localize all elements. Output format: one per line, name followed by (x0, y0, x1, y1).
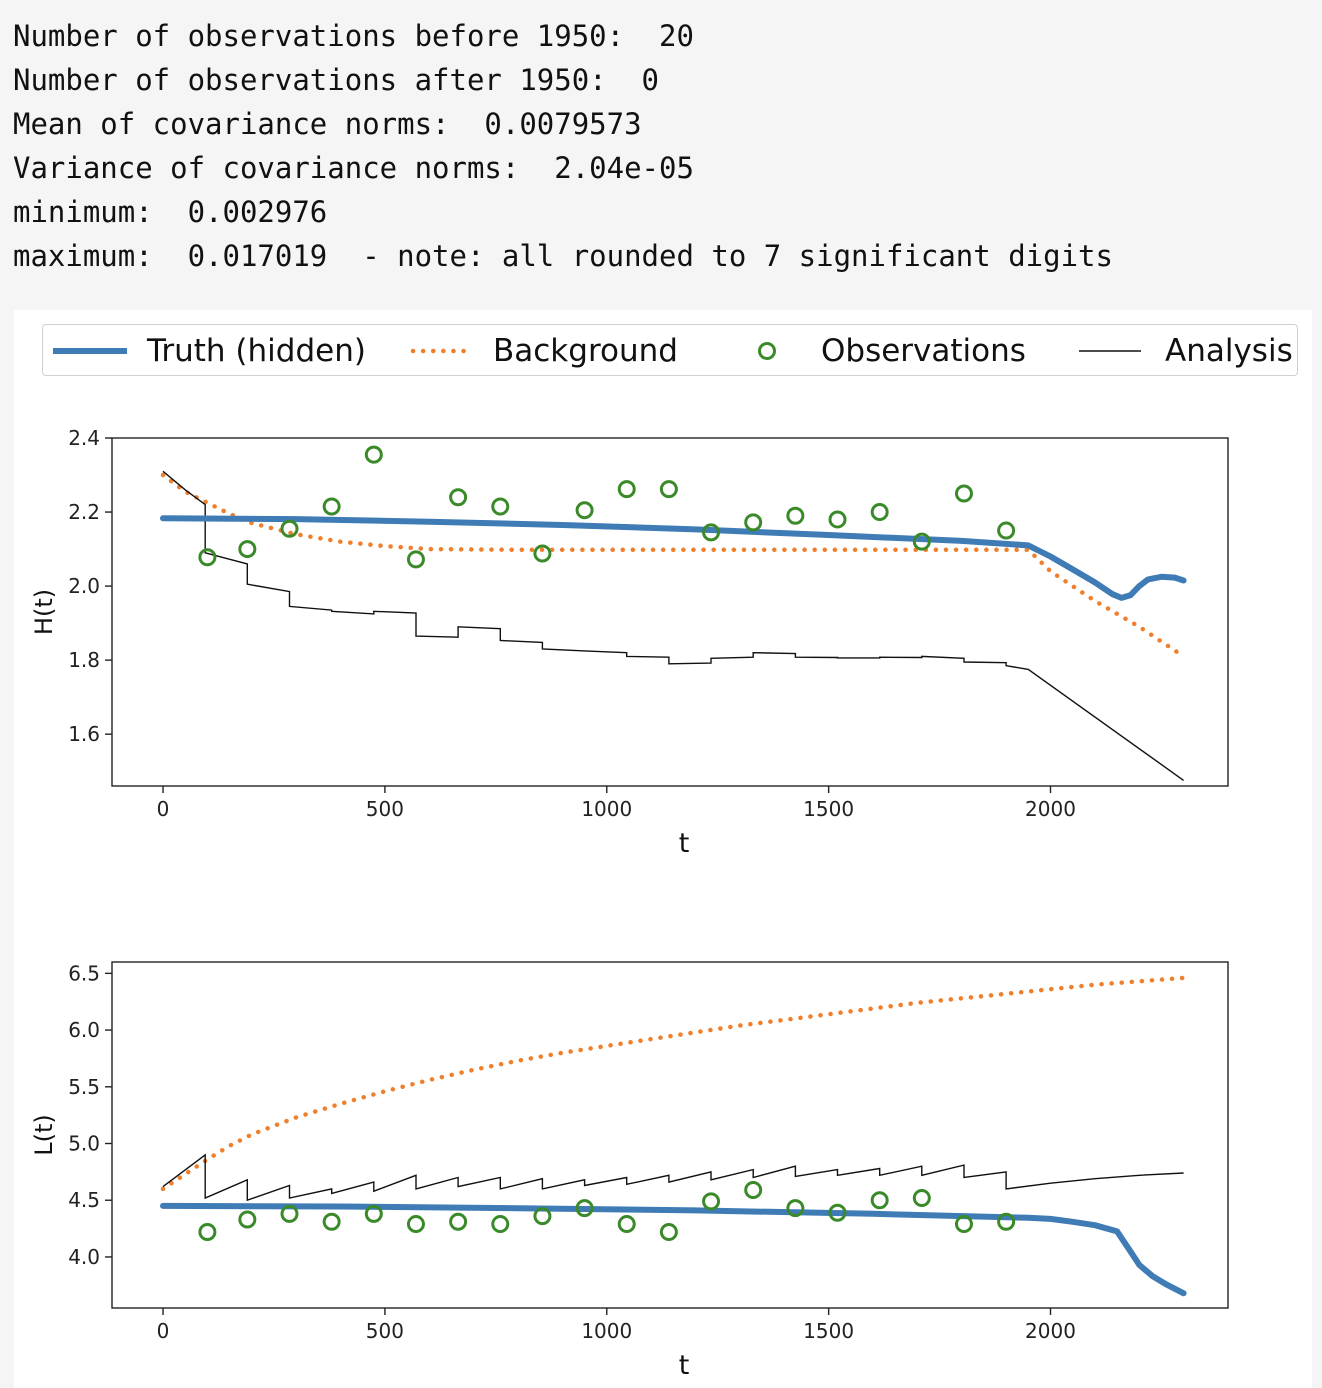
x-axis-label: t (679, 828, 690, 859)
y-tick-label: 2.0 (68, 574, 100, 598)
observation-point (617, 480, 636, 499)
y-tick-label: 6.5 (68, 961, 100, 985)
console-line: Number of observations before 1950: 20 (13, 19, 694, 53)
observation-point (702, 523, 721, 542)
axes-frame (111, 437, 1229, 787)
console-line: Variance of covariance norms: 2.04e-05 (13, 151, 694, 185)
observation-point (280, 1204, 299, 1223)
observation-point (406, 550, 425, 569)
plot-area (160, 975, 1187, 1297)
legend-label: Analysis (1165, 333, 1293, 369)
legend-item-analysis: Analysis (1077, 325, 1293, 377)
observation-point (912, 532, 931, 551)
axes-frame (111, 961, 1229, 1309)
legend-label: Background (493, 333, 678, 369)
plot-area (160, 445, 1187, 781)
y-tick-label: 6.0 (68, 1018, 100, 1042)
observation-point (912, 1188, 931, 1207)
figure-panel: 0 500 1000 1500 2000 1.6 1.8 2.0 2.2 2.4 t H(t) 0 500… (14, 310, 1312, 1388)
observation-point (238, 1210, 257, 1229)
legend-swatch-observations (758, 342, 776, 360)
x-tick-label: 2000 (1025, 1319, 1076, 1343)
observation-point (617, 1215, 636, 1234)
observation-point (828, 510, 847, 529)
observation-point (364, 445, 383, 464)
analysis-line (162, 1153, 1184, 1202)
x-axis-label: t (679, 1350, 690, 1381)
legend-swatch-analysis (1079, 350, 1141, 352)
observation-point (870, 1191, 889, 1210)
observation-point (744, 1181, 763, 1200)
x-tick-label: 1000 (581, 1319, 632, 1343)
legend-item-background: Background (409, 325, 678, 377)
subplot-ht: 0 500 1000 1500 2000 1.6 1.8 2.0 2.2 2.4 t H(t) (30, 426, 1229, 859)
y-tick-label: 2.2 (68, 500, 100, 524)
background-line (160, 472, 1186, 659)
y-tick-label: 5.0 (68, 1132, 100, 1156)
observation-point (198, 1222, 217, 1241)
figure-canvas: 0 500 1000 1500 2000 1.6 1.8 2.0 2.2 2.4 t H(t) 0 500… (30, 426, 1229, 1381)
observation-point (786, 1199, 805, 1218)
observation-point (997, 1212, 1016, 1231)
observation-point (449, 1212, 468, 1231)
observation-point (533, 544, 552, 563)
x-tick-label: 1500 (803, 1319, 854, 1343)
observation-point (322, 1212, 341, 1231)
legend-item-observations: Observations (753, 325, 1026, 377)
chart-legend: Truth (hidden) Background Observations A… (42, 324, 1298, 376)
observation-point (238, 540, 257, 559)
y-tick-label: 1.6 (68, 722, 100, 746)
background-line (160, 975, 1186, 1192)
observation-point (828, 1203, 847, 1222)
observation-point (533, 1207, 552, 1226)
x-tick-label: 0 (157, 1319, 170, 1343)
observation-point (364, 1204, 383, 1223)
x-tick-label: 1500 (803, 797, 854, 821)
y-tick-label: 2.4 (68, 426, 100, 450)
observation-point (575, 501, 594, 520)
observation-point (870, 503, 889, 522)
legend-item-truth: Truth (hidden) (51, 325, 366, 377)
observation-point (954, 484, 973, 503)
y-tick-label: 4.0 (68, 1245, 100, 1269)
y-axis-label: L(t) (30, 1114, 58, 1156)
console-output: Number of observations before 1950: 20 Nu… (13, 14, 1113, 278)
truth-line (160, 1202, 1187, 1297)
console-line: Mean of covariance norms: 0.0079573 (13, 107, 642, 141)
legend-swatch-background (410, 348, 472, 354)
observation-point (406, 1215, 425, 1234)
observation-point (744, 513, 763, 532)
analysis-line (162, 470, 1185, 781)
observation-point (322, 497, 341, 516)
observation-point (575, 1199, 594, 1218)
x-tick-label: 500 (366, 1319, 404, 1343)
legend-label: Truth (hidden) (147, 333, 366, 369)
observation-point (786, 506, 805, 525)
observation-point (997, 521, 1016, 540)
y-tick-label: 4.5 (68, 1188, 100, 1212)
x-tick-label: 1000 (581, 797, 632, 821)
y-tick-label: 5.5 (68, 1075, 100, 1099)
x-tick-label: 500 (366, 797, 404, 821)
y-tick-label: 1.8 (68, 648, 100, 672)
legend-swatch-truth (53, 348, 127, 354)
console-line: Number of observations after 1950: 0 (13, 63, 660, 97)
observation-point (280, 519, 299, 538)
truth-line (160, 515, 1187, 601)
console-line: maximum: 0.017019 - note: all rounded to… (13, 239, 1113, 273)
subplot-lt: 0 500 1000 1500 2000 4.0 4.5 5.0 5.5 6.0 6.5 t L(t) (30, 961, 1229, 1381)
observation-point (702, 1192, 721, 1211)
y-axis-label: H(t) (30, 589, 58, 635)
legend-label: Observations (821, 333, 1026, 369)
observation-point (659, 480, 678, 499)
console-line: minimum: 0.002976 (13, 195, 328, 229)
x-tick-label: 0 (157, 797, 170, 821)
observation-point (449, 488, 468, 507)
x-tick-label: 2000 (1025, 797, 1076, 821)
observation-point (491, 497, 510, 516)
observation-point (659, 1222, 678, 1241)
observation-point (198, 548, 217, 567)
observation-point (491, 1215, 510, 1234)
observation-point (954, 1215, 973, 1234)
